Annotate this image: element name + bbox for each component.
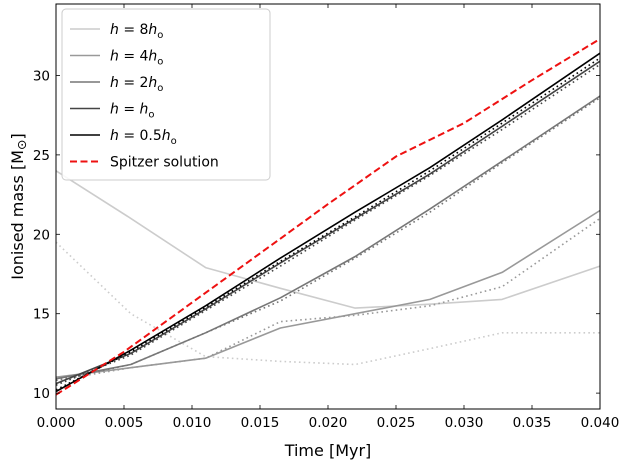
y-tick-label: 30: [33, 68, 50, 84]
ticks-layer: 0.000 0.005 0.010 0.015 0.020 0.025 0.030 0.035…: [33, 4, 620, 431]
series-layer: [55, 38, 601, 396]
y-tick-label: 10: [33, 386, 50, 402]
series-line-4-solid: [55, 95, 601, 380]
legend-entry-label: h = ho: [110, 102, 155, 121]
y-tick-label: 25: [33, 148, 50, 164]
series-line-0-solid: [55, 170, 601, 309]
x-tick-label: 0.030: [445, 415, 484, 431]
y-tick-label: 20: [33, 227, 50, 243]
x-tick-label: 0.025: [377, 415, 416, 431]
x-tick-label: 0.010: [173, 415, 212, 431]
legend-entry-label: h = 0.5ho: [110, 128, 177, 147]
legend-entry-label: Spitzer solution: [110, 155, 219, 171]
x-tick-label: 0.000: [37, 415, 76, 431]
x-tick-label: 0.005: [105, 415, 144, 431]
legend-entry-label: h = 2ho: [110, 75, 163, 94]
legend-entry-label: h = 4ho: [110, 49, 163, 68]
x-tick-label: 0.040: [581, 415, 620, 431]
x-tick-label: 0.015: [241, 415, 280, 431]
series-line-3-dotted: [55, 217, 601, 382]
series-line-5-dotted: [55, 97, 601, 382]
series-line-7-dotted: [55, 63, 601, 386]
legend-entry-label: h = 8ho: [110, 22, 163, 41]
series-line-8-solid: [55, 52, 601, 393]
y-tick-label: 15: [33, 307, 50, 323]
x-axis-label: Time [Myr]: [284, 441, 372, 460]
legend-box: [61, 8, 271, 181]
legend: h = 8ho h = 4ho h = 2ho h = ho h = 0.5ho Spit…: [61, 8, 271, 181]
series-line-2-solid: [55, 209, 601, 378]
series-line-6-solid: [55, 60, 601, 385]
x-tick-label: 0.020: [309, 415, 348, 431]
y-axis-label: Ionised mass [M⊙]: [8, 133, 29, 279]
series-line-10-dashed: [55, 38, 601, 396]
x-tick-label: 0.035: [513, 415, 552, 431]
